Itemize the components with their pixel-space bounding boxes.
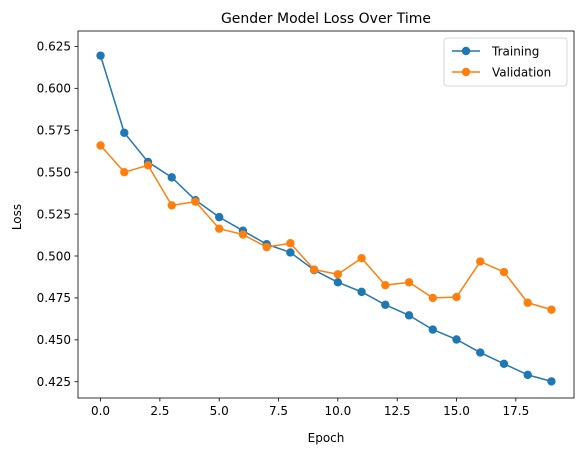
y-tick-label: 0.475 (37, 291, 71, 305)
validation-point (167, 201, 176, 210)
validation-point (357, 253, 366, 263)
training-point (476, 348, 485, 357)
x-tick-label: 10.0 (325, 404, 352, 418)
axes-frame (77, 30, 575, 399)
legend-training-label: Training (491, 44, 539, 58)
training-point (547, 377, 556, 386)
validation-point (547, 305, 556, 314)
training-point (286, 248, 295, 257)
training-point (215, 212, 224, 222)
validation-point (523, 298, 532, 307)
training-point (404, 311, 414, 320)
validation-point (476, 257, 485, 266)
y-tick-label: 0.450 (37, 333, 71, 347)
legend-training-marker (461, 46, 471, 56)
training-point (333, 278, 343, 287)
plot-area: 0.0 2.5 5.0 7.5 10.0 12.5 15.0 17.5 0.425 0.450 0.… (37, 30, 575, 418)
y-axis-label: Loss (10, 204, 24, 230)
validation-point (404, 278, 414, 287)
validation-point (238, 230, 248, 239)
x-tick-label: 7.5 (269, 404, 288, 418)
training-point (120, 128, 129, 137)
x-tick-label: 15.0 (443, 404, 470, 418)
validation-point (452, 292, 461, 302)
training-point (357, 287, 366, 297)
training-point (381, 300, 390, 309)
validation-point (96, 141, 105, 150)
y-tick-label: 0.425 (37, 375, 71, 389)
x-tick-label: 0.0 (91, 404, 110, 418)
x-tick-label: 5.0 (210, 404, 229, 418)
training-point (428, 325, 437, 334)
legend-validation-marker (461, 67, 471, 77)
validation-point (120, 167, 129, 177)
chart-title: Gender Model Loss Over Time (221, 11, 431, 27)
training-point (523, 370, 532, 380)
y-tick-label: 0.550 (37, 165, 71, 179)
y-tick-label: 0.500 (37, 249, 71, 263)
legend: Training Validation (443, 37, 568, 87)
legend-validation-label: Validation (492, 65, 551, 79)
validation-point (333, 270, 343, 279)
validation-point (381, 280, 390, 290)
y-tick-label: 0.525 (37, 207, 71, 221)
x-tick-label: 2.5 (150, 404, 169, 418)
training-point (452, 335, 461, 344)
validation-point (143, 161, 153, 170)
training-point (96, 51, 105, 60)
y-tick-label: 0.625 (37, 40, 71, 54)
x-axis-label: Epoch (308, 431, 345, 445)
validation-point (191, 197, 200, 206)
training-point (499, 359, 509, 368)
validation-point (215, 224, 224, 233)
validation-point (499, 267, 509, 277)
training-point (167, 173, 176, 182)
legend-box (443, 37, 568, 87)
x-tick-label: 17.5 (502, 404, 529, 418)
x-tick-label: 12.5 (384, 404, 411, 418)
y-tick-label: 0.600 (37, 82, 71, 96)
y-tick-label: 0.575 (37, 124, 71, 138)
validation-point (309, 265, 319, 274)
validation-point (286, 239, 295, 248)
validation-point (428, 293, 437, 303)
training-series-line (99, 55, 552, 383)
validation-point (262, 242, 271, 252)
